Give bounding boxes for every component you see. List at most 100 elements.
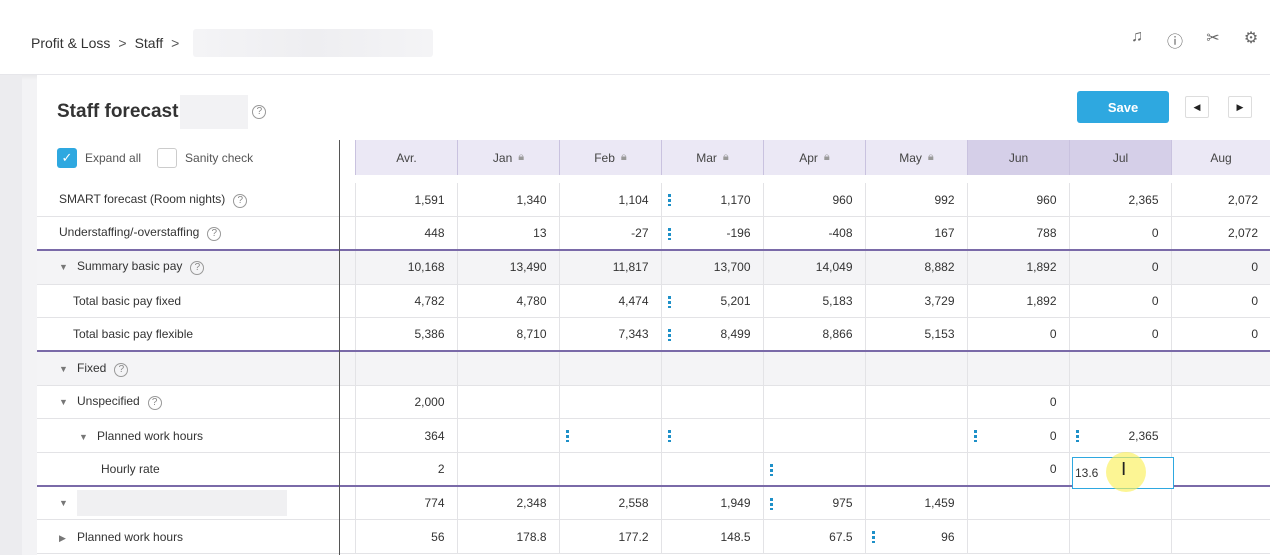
drag-handle-icon[interactable] — [667, 295, 671, 308]
table-cell[interactable] — [864, 350, 967, 386]
table-cell[interactable] — [456, 452, 559, 487]
gear-icon[interactable]: ⚙ — [1243, 30, 1259, 47]
table-cell[interactable] — [966, 519, 1069, 555]
table-cell[interactable]: 13,490 — [456, 249, 559, 285]
drag-handle-icon[interactable] — [1075, 430, 1079, 443]
lock-icon[interactable]: 🔒︎ — [620, 151, 627, 163]
expand-arrow-icon[interactable]: ▶ — [59, 532, 66, 543]
table-cell[interactable] — [660, 350, 763, 386]
sanity-check-checkbox[interactable]: Sanity check — [157, 147, 253, 168]
bell-icon[interactable]: ♫ — [1131, 28, 1143, 45]
table-cell[interactable]: 4,474 — [558, 284, 661, 319]
table-cell[interactable]: 960 — [762, 183, 865, 218]
table-cell[interactable] — [456, 385, 559, 420]
table-cell[interactable]: 1,104 — [558, 183, 661, 218]
drag-handle-icon[interactable] — [871, 531, 875, 544]
table-cell[interactable]: 992 — [864, 183, 967, 218]
drag-handle-icon[interactable] — [769, 498, 773, 511]
table-cell[interactable] — [558, 452, 661, 487]
table-cell[interactable] — [1170, 350, 1270, 386]
collapse-arrow-icon[interactable]: ▼ — [59, 262, 68, 273]
table-cell[interactable]: 0 — [1068, 249, 1171, 285]
table-cell[interactable]: 2,365 — [1068, 183, 1171, 218]
table-cell[interactable]: 5,201 — [660, 284, 763, 319]
table-cell[interactable] — [1170, 519, 1270, 555]
table-cell[interactable]: 0 — [966, 418, 1069, 453]
table-cell[interactable]: -27 — [558, 216, 661, 251]
table-cell[interactable]: 1,170 — [660, 183, 763, 218]
table-cell[interactable]: 2,072 — [1170, 216, 1270, 251]
table-cell[interactable] — [762, 350, 865, 386]
table-cell[interactable] — [966, 485, 1069, 521]
collapse-arrow-icon[interactable]: ▼ — [59, 498, 68, 509]
help-icon[interactable]: ? — [114, 362, 129, 377]
table-cell[interactable]: 1,459 — [864, 485, 967, 521]
drag-handle-icon[interactable] — [667, 194, 671, 206]
expand-all-checkbox[interactable]: ✓ Expand all — [57, 147, 141, 168]
drag-handle-icon[interactable] — [667, 228, 671, 241]
table-cell[interactable] — [660, 418, 763, 453]
table-cell[interactable]: 148.5 — [660, 519, 763, 555]
table-cell[interactable]: 67.5 — [762, 519, 865, 555]
table-cell[interactable]: 0 — [1068, 317, 1171, 352]
lock-icon[interactable]: 🔒︎ — [518, 151, 525, 163]
table-cell[interactable]: 2,072 — [1170, 183, 1270, 218]
table-cell[interactable]: 975 — [762, 485, 865, 521]
help-icon[interactable]: ⓘ — [1166, 34, 1183, 51]
table-cell[interactable] — [762, 452, 865, 487]
table-cell[interactable] — [1170, 418, 1270, 453]
table-cell[interactable]: 960 — [966, 183, 1069, 218]
lock-icon[interactable]: 🔒︎ — [823, 151, 830, 163]
drag-handle-icon[interactable] — [769, 464, 773, 476]
table-cell[interactable]: 788 — [966, 216, 1069, 251]
table-cell[interactable]: 1,340 — [456, 183, 559, 218]
table-cell[interactable] — [456, 418, 559, 453]
table-cell[interactable]: 14,049 — [762, 249, 865, 285]
table-cell[interactable]: 8,866 — [762, 317, 865, 352]
lock-icon[interactable]: 🔒︎ — [927, 151, 934, 163]
table-cell[interactable]: 1,949 — [660, 485, 763, 521]
table-cell[interactable]: 8,499 — [660, 317, 763, 352]
table-cell[interactable] — [660, 452, 763, 487]
lock-icon[interactable]: 🔒︎ — [722, 151, 729, 163]
table-cell[interactable]: 0 — [966, 317, 1069, 352]
table-cell[interactable]: 11,817 — [558, 249, 661, 285]
table-cell[interactable] — [1170, 485, 1270, 521]
table-cell[interactable] — [864, 385, 967, 420]
table-cell[interactable]: 167 — [864, 216, 967, 251]
table-cell[interactable]: 3,729 — [864, 284, 967, 319]
save-button[interactable]: Save — [1077, 91, 1169, 123]
drag-handle-icon[interactable] — [667, 430, 671, 443]
breadcrumb-staff[interactable]: Staff — [134, 35, 164, 51]
table-cell[interactable]: 0 — [1068, 284, 1171, 319]
tools-icon[interactable]: ✂ — [1206, 30, 1220, 47]
collapse-arrow-icon[interactable]: ▼ — [59, 396, 68, 407]
table-cell[interactable] — [1170, 452, 1270, 487]
table-cell[interactable]: -196 — [660, 216, 763, 251]
table-cell[interactable]: 177.2 — [558, 519, 661, 555]
table-cell[interactable] — [762, 385, 865, 420]
table-cell[interactable] — [1068, 350, 1171, 386]
table-cell[interactable]: 96 — [864, 519, 967, 555]
table-cell[interactable] — [1170, 385, 1270, 420]
prev-button[interactable]: ◀ — [1185, 96, 1209, 118]
table-cell[interactable]: 1,892 — [966, 249, 1069, 285]
table-cell[interactable]: 0 — [1170, 317, 1270, 352]
table-cell[interactable]: 0 — [1170, 284, 1270, 319]
table-cell[interactable]: 2,365 — [1068, 418, 1171, 453]
help-icon[interactable]: ? — [147, 395, 162, 410]
table-cell[interactable] — [1068, 519, 1171, 555]
table-cell[interactable]: 13,700 — [660, 249, 763, 285]
table-cell[interactable] — [762, 418, 865, 453]
table-cell[interactable] — [558, 418, 661, 453]
table-cell[interactable]: -408 — [762, 216, 865, 251]
table-cell[interactable]: 1,892 — [966, 284, 1069, 319]
collapse-arrow-icon[interactable]: ▼ — [59, 363, 68, 374]
table-cell[interactable]: 0 — [1068, 216, 1171, 251]
table-cell[interactable]: 178.8 — [456, 519, 559, 555]
table-cell[interactable] — [558, 350, 661, 386]
table-cell[interactable]: 0 — [1170, 249, 1270, 285]
table-cell[interactable] — [864, 418, 967, 453]
table-cell[interactable]: 8,882 — [864, 249, 967, 285]
table-cell[interactable]: 5,153 — [864, 317, 967, 352]
